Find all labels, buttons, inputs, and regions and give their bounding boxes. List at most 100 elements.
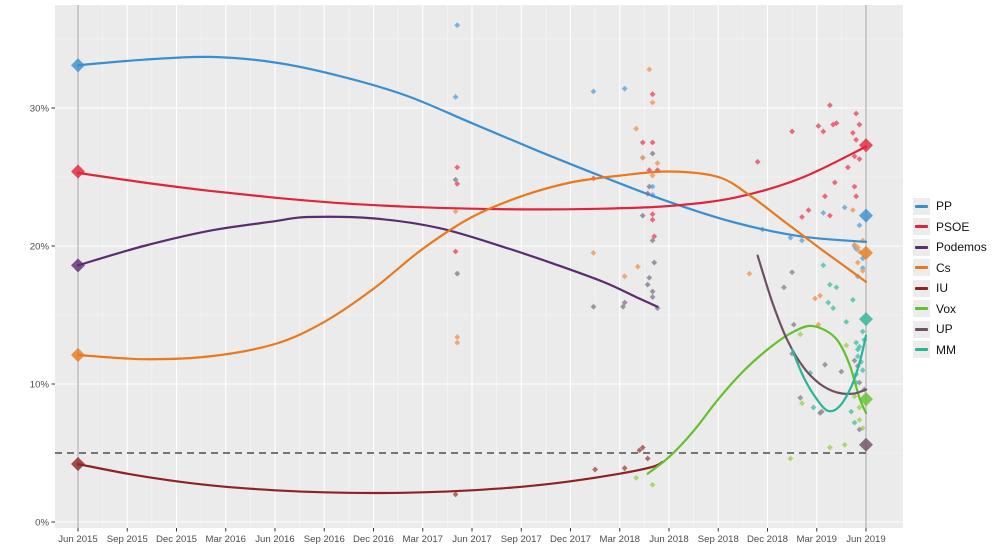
legend-swatch-mm (915, 348, 928, 352)
poll-point-psoe (851, 153, 858, 160)
legend-swatch-pp (915, 204, 928, 208)
poll-point-psoe (856, 121, 863, 128)
poll-point-mm (843, 319, 850, 325)
poll-point-mm (859, 367, 866, 374)
poll-point-podemos (649, 294, 656, 300)
poll-point-mm (851, 419, 858, 426)
legend-item-pp: PP (913, 196, 987, 217)
legend-key-up (913, 320, 930, 338)
poll-point-psoe (454, 164, 461, 171)
election-result-cs (71, 348, 85, 363)
poll-point-psoe (826, 102, 833, 109)
poll-point-cs (649, 99, 656, 106)
poll-point-mm (830, 305, 837, 311)
x-tick-label: Sep 2018 (698, 534, 739, 545)
poll-point-iu (452, 491, 459, 498)
legend-swatch-cs (915, 266, 928, 270)
poll-point-psoe (651, 233, 658, 240)
poll-point-up (790, 321, 797, 328)
x-tick-label: Mar 2018 (599, 534, 640, 545)
legend: PP PSOE Podemos Cs IU Vox UP MM (913, 196, 987, 360)
legend-swatch-psoe (915, 225, 928, 229)
poll-point-up (856, 426, 863, 433)
poll-point-psoe (851, 183, 858, 190)
poll-point-pp (859, 255, 866, 262)
poll-point-up (797, 394, 804, 401)
legend-label-iu: IU (936, 281, 948, 296)
poll-point-up (818, 408, 825, 415)
poll-point-pp (856, 222, 863, 229)
poll-point-podemos (452, 176, 459, 183)
panel-background (55, 5, 903, 528)
poll-point-psoe (649, 216, 656, 223)
poll-point-psoe (454, 181, 461, 187)
poll-point-cs (812, 295, 819, 302)
legend-item-podemos: Podemos (913, 237, 987, 258)
poll-point-cs (746, 270, 753, 277)
poll-point-podemos (646, 183, 653, 190)
poll-point-psoe (849, 129, 856, 136)
legend-swatch-up (915, 327, 928, 331)
poll-point-psoe (815, 123, 822, 129)
election-result-vox (859, 392, 874, 407)
poll-point-mm (833, 284, 840, 291)
legend-label-cs: Cs (936, 260, 951, 275)
x-tick-label: Mar 2016 (205, 534, 246, 545)
poll-point-mm (856, 343, 863, 350)
poll-point-mm (826, 281, 833, 288)
election-result-iu (71, 457, 85, 472)
x-tick-label: Jun 2019 (846, 534, 885, 545)
x-tick-label: Mar 2017 (402, 534, 443, 545)
poll-point-cs (634, 263, 641, 270)
poll-point-cs (817, 292, 823, 299)
poll-point-pp (787, 234, 794, 241)
poll-point-vox (841, 441, 848, 448)
poll-point-podemos (646, 274, 653, 281)
poll-point-mm (820, 262, 827, 269)
trend-line-up (756, 254, 868, 395)
poll-point-cs (590, 250, 597, 256)
trend-line-iu (76, 460, 664, 495)
poll-point-cs (454, 339, 461, 346)
poll-point-psoe (833, 120, 840, 127)
y-tick-label: 30% (30, 103, 50, 114)
x-tick-label: Jun 2017 (452, 534, 491, 545)
poll-point-podemos (649, 288, 656, 295)
poll-point-psoe (822, 193, 828, 200)
poll-point-cs (859, 237, 866, 244)
poll-point-podemos (644, 281, 651, 288)
poll-point-pp (841, 204, 848, 211)
trend-line-cs (76, 170, 868, 361)
poll-point-podemos (649, 150, 656, 157)
poll-point-psoe (853, 136, 860, 143)
x-tick-label: Sep 2016 (304, 534, 345, 545)
poll-point-vox (856, 404, 863, 411)
legend-key-mm (913, 341, 930, 359)
poll-point-psoe (845, 164, 851, 171)
legend-item-vox: Vox (913, 299, 987, 320)
poll-point-iu (592, 466, 599, 473)
poll-point-vox (826, 444, 833, 451)
election-result-psoe (859, 138, 874, 153)
poll-point-iu (636, 447, 643, 454)
poll-point-pp (820, 209, 827, 216)
election-result-pp (859, 208, 874, 223)
poll-point-up (822, 361, 828, 368)
poll-point-cs (854, 259, 861, 266)
y-tick-label: 20% (30, 241, 50, 252)
x-tick-label: Dec 2018 (747, 534, 788, 545)
poll-point-cs (849, 207, 856, 214)
poll-point-pp (454, 22, 461, 29)
legend-swatch-vox (915, 307, 928, 311)
legend-key-psoe (913, 218, 930, 236)
poll-point-cs (621, 273, 628, 280)
poll-point-psoe (754, 158, 761, 165)
election-result-podemos (71, 258, 85, 273)
trend-line-podemos (76, 215, 659, 308)
legend-label-psoe: PSOE (936, 219, 970, 234)
election-result-cs (859, 245, 874, 260)
y-tick-label: 0% (35, 517, 49, 528)
x-tick-label: Jun 2015 (58, 534, 97, 545)
poll-point-podemos (590, 303, 597, 310)
poll-point-mm (853, 339, 860, 346)
